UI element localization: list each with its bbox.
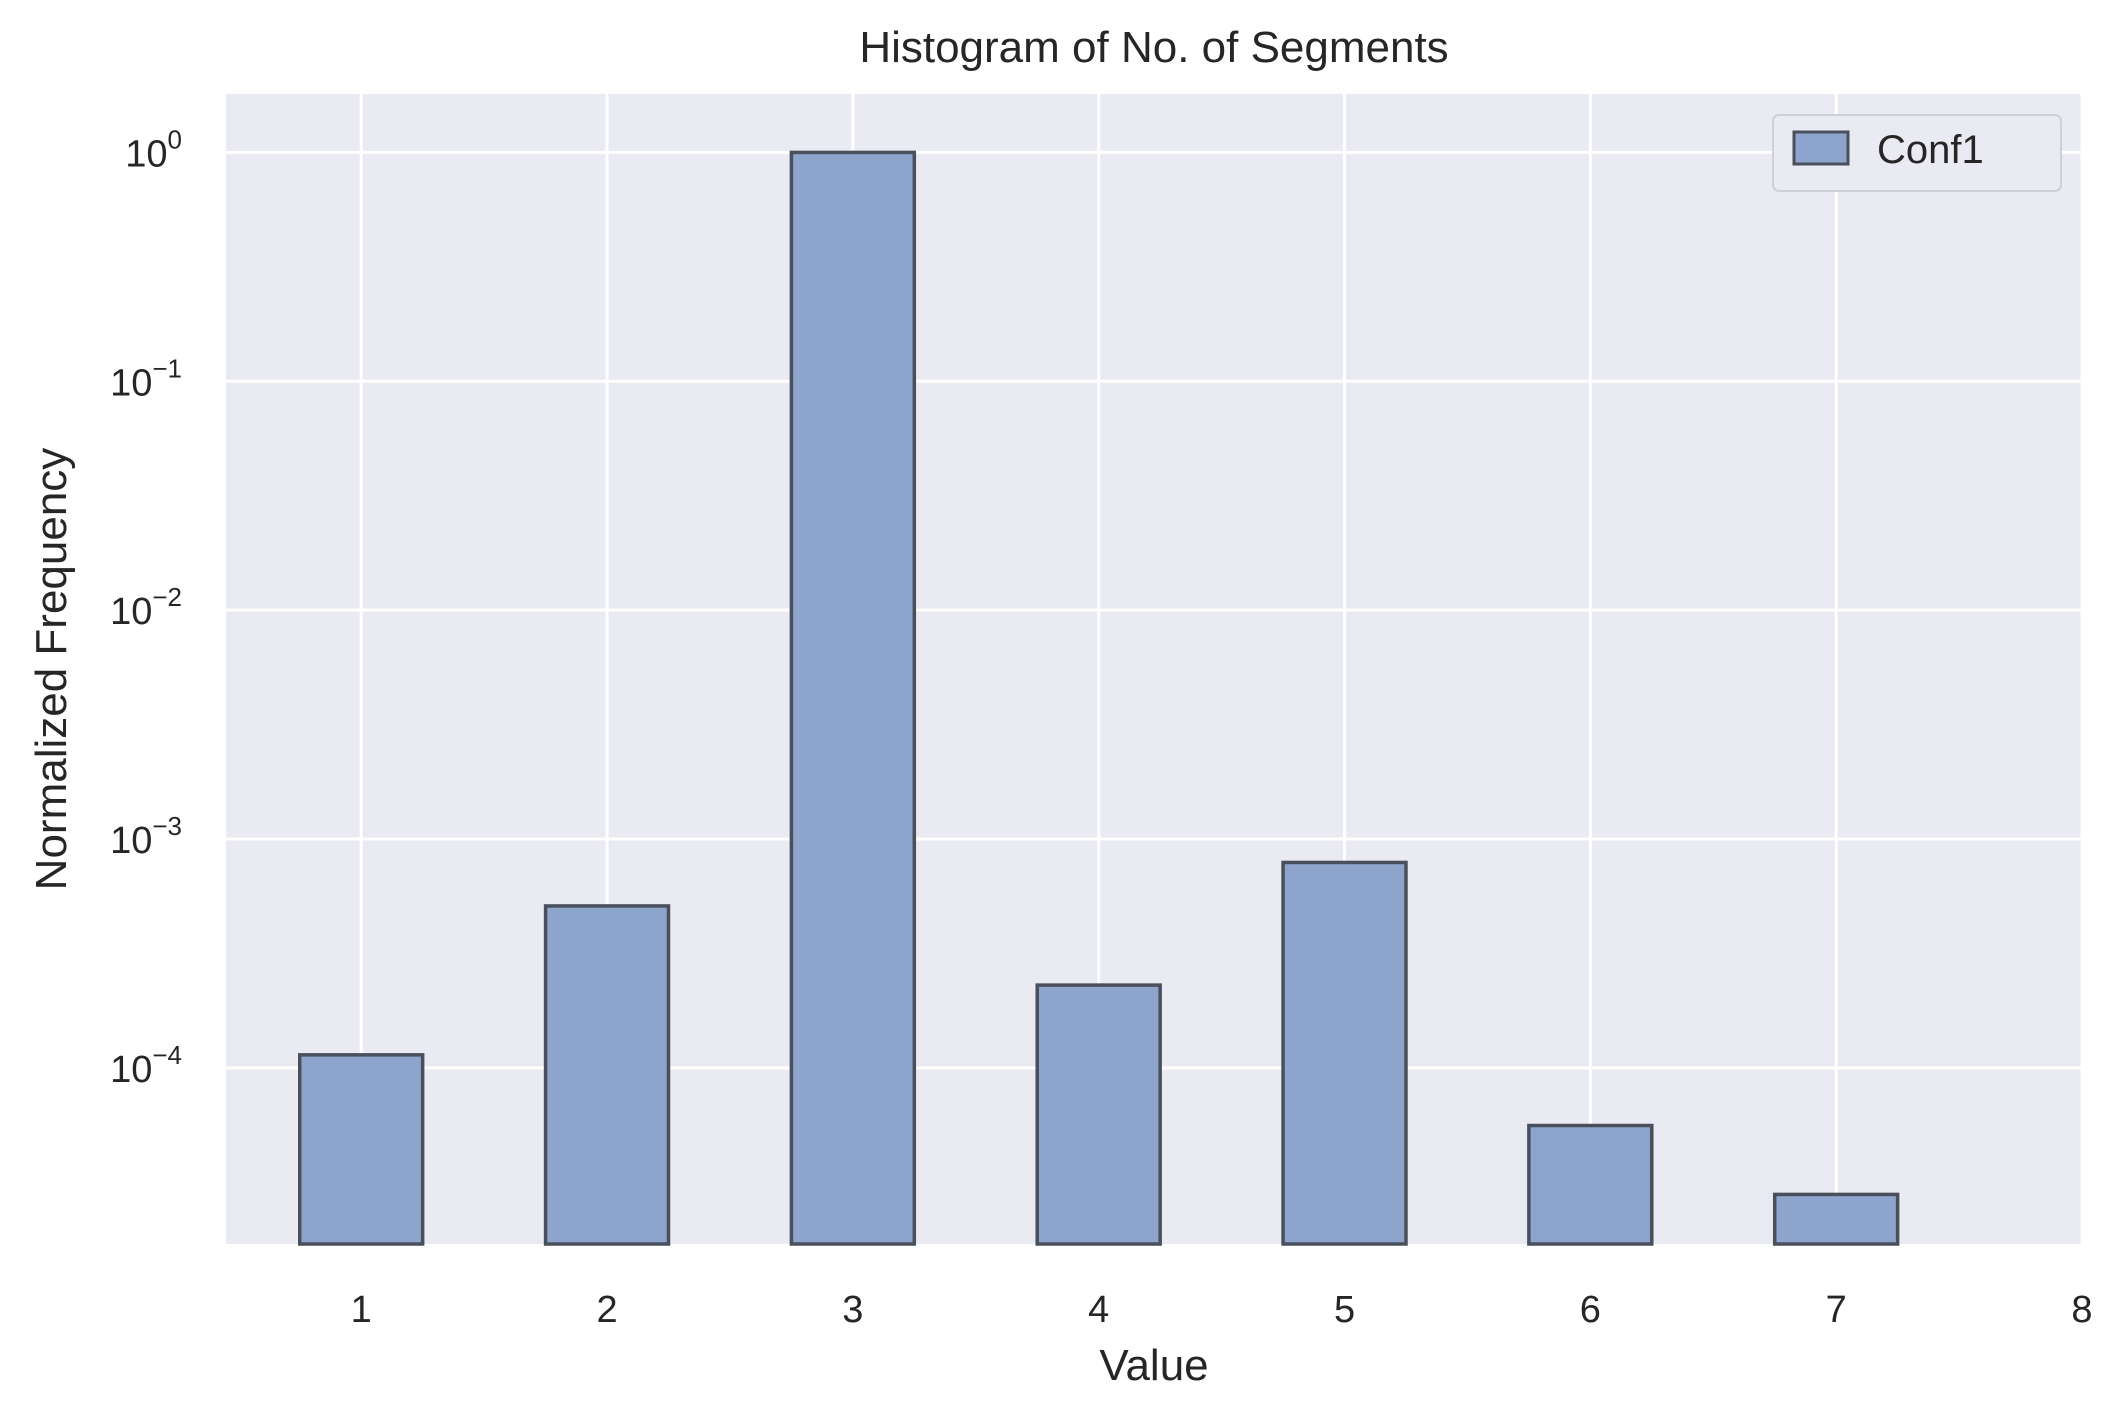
- bar-3: [789, 150, 917, 1246]
- x-tick-label: 7: [1826, 1289, 1847, 1331]
- bar-4: [1035, 983, 1162, 1246]
- y-tick-label: 10−3: [110, 811, 182, 862]
- y-tick-labels: 100 10−1 10−2 10−3 10−4: [110, 124, 182, 1090]
- bars: [297, 150, 1900, 1246]
- legend-swatch: [1792, 130, 1850, 166]
- bar-5: [1281, 860, 1408, 1246]
- y-tick-label: 100: [125, 124, 182, 175]
- y-tick-label: 10−1: [110, 353, 182, 404]
- bar-7: [1772, 1192, 1900, 1246]
- bar-6: [1527, 1123, 1654, 1246]
- bar-2: [543, 904, 671, 1246]
- x-axis-label: Value: [1099, 1341, 1208, 1390]
- x-tick-labels: 1 2 3 4 5 6 7 8: [351, 1289, 2093, 1331]
- x-tick-label: 1: [351, 1289, 372, 1331]
- x-tick-label: 2: [596, 1289, 617, 1331]
- legend-label-conf1: Conf1: [1877, 128, 1984, 172]
- x-tick-label: 6: [1580, 1289, 1601, 1331]
- x-tick-label: 4: [1088, 1289, 1109, 1331]
- legend: Conf1: [1772, 114, 2062, 192]
- bar-1: [297, 1053, 425, 1246]
- x-tick-label: 5: [1334, 1289, 1355, 1331]
- y-axis-label: Normalized Frequency: [27, 448, 76, 891]
- x-tick-label: 8: [2071, 1289, 2092, 1331]
- chart-title: Histogram of No. of Segments: [859, 23, 1448, 72]
- x-tick-label: 3: [842, 1289, 863, 1331]
- y-tick-label: 10−2: [110, 582, 182, 633]
- y-tick-label: 10−4: [110, 1040, 182, 1091]
